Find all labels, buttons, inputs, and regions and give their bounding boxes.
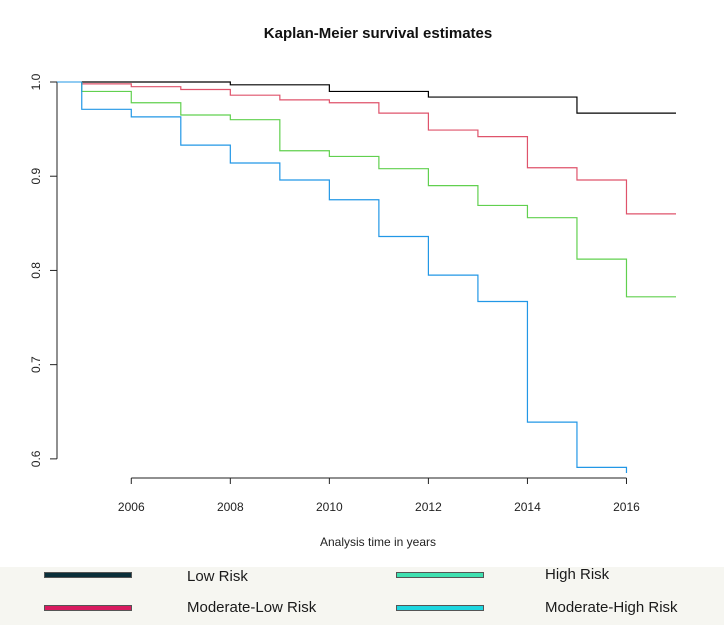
y-tick-label: 0.8 xyxy=(29,262,43,279)
chart-title: Kaplan-Meier survival estimates xyxy=(264,25,492,42)
x-tick-label: 2012 xyxy=(415,500,442,514)
legend: Low Risk High Risk Moderate-Low Risk Mod… xyxy=(0,566,724,625)
y-tick-label: 0.6 xyxy=(29,450,43,467)
legend-label-moderate-high-risk: Moderate-High Risk xyxy=(545,599,678,616)
x-tick-label: 2010 xyxy=(316,500,343,514)
series-layer xyxy=(57,81,676,473)
x-tick-label: 2014 xyxy=(514,500,541,514)
y-tick-label: 0.9 xyxy=(29,168,43,185)
y-axis: 0.6 0.7 0.8 0.9 1.0 xyxy=(29,73,58,467)
legend-swatch-high-risk xyxy=(396,572,484,578)
y-tick-label: 0.7 xyxy=(29,356,43,373)
y-tick-label: 1.0 xyxy=(29,73,43,90)
x-axis: 2006 2008 2010 2012 2014 2016 xyxy=(118,477,640,514)
x-axis-label: Analysis time in years xyxy=(320,535,436,549)
legend-swatch-moderate-low-risk xyxy=(44,605,132,611)
legend-swatch-moderate-high-risk xyxy=(396,605,484,611)
km-chart: Kaplan-Meier survival estimates 0.60.70.… xyxy=(29,25,676,549)
x-tick-label: 2006 xyxy=(118,500,145,514)
x-tick-label: 2008 xyxy=(217,500,244,514)
series-line-low-risk xyxy=(81,81,676,114)
legend-label-high-risk: High Risk xyxy=(545,566,610,583)
series-line-moderate-low-risk xyxy=(81,82,676,215)
series-line-high-risk xyxy=(81,82,676,298)
legend-swatch-low-risk xyxy=(44,572,132,578)
x-tick-label: 2016 xyxy=(613,500,640,514)
legend-label-moderate-low-risk: Moderate-Low Risk xyxy=(187,599,317,616)
series-line-moderate-high-risk xyxy=(81,82,628,473)
legend-label-low-risk: Low Risk xyxy=(187,568,248,585)
